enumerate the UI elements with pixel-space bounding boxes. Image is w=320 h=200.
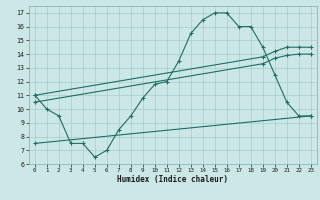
X-axis label: Humidex (Indice chaleur): Humidex (Indice chaleur) [117,175,228,184]
